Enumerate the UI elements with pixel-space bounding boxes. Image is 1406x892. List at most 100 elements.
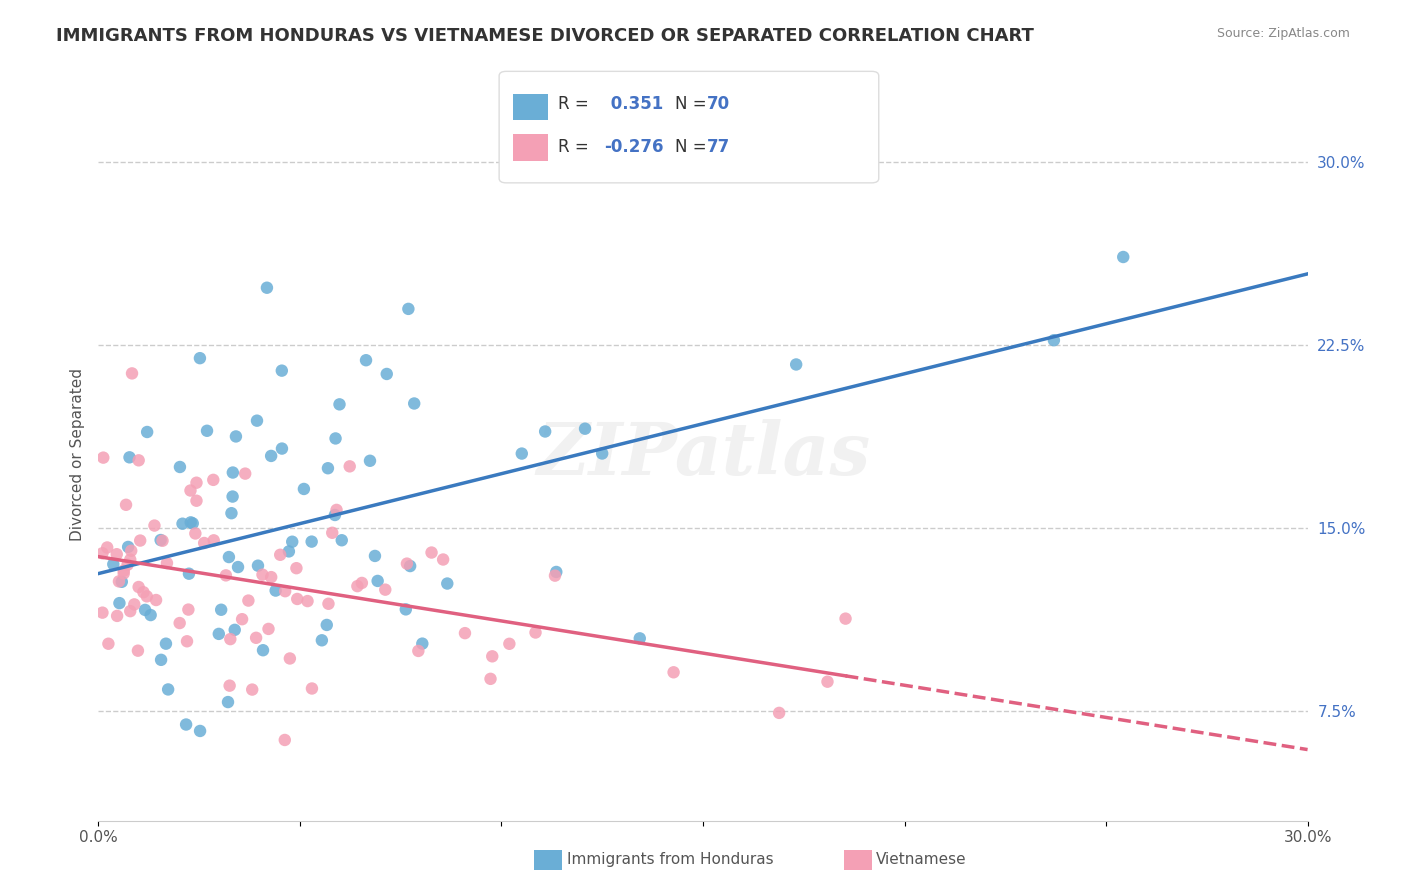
Point — [195, 424, 218, 438]
Point — [404, 396, 426, 410]
Text: 0.351: 0.351 — [605, 95, 662, 113]
Point — [591, 446, 613, 460]
Point — [257, 622, 280, 636]
Point — [156, 556, 179, 570]
Point — [325, 503, 347, 517]
Text: IMMIGRANTS FROM HONDURAS VS VIETNAMESE DIVORCED OR SEPARATED CORRELATION CHART: IMMIGRANTS FROM HONDURAS VS VIETNAMESE D… — [56, 27, 1035, 45]
Point — [274, 584, 297, 599]
Point — [139, 608, 162, 623]
Text: Vietnamese: Vietnamese — [876, 853, 966, 867]
Point — [364, 549, 387, 563]
Point — [155, 637, 177, 651]
Point — [193, 536, 215, 550]
Point — [111, 574, 134, 589]
Point — [134, 603, 156, 617]
Text: N =: N = — [675, 95, 711, 113]
Point — [132, 585, 155, 599]
Point — [574, 422, 596, 436]
Point — [188, 351, 211, 366]
Point — [285, 591, 308, 606]
Point — [321, 525, 343, 540]
Point — [1043, 333, 1066, 347]
Text: R =: R = — [558, 95, 589, 113]
Point — [264, 583, 287, 598]
Point — [112, 566, 135, 581]
Point — [96, 541, 118, 555]
Point — [270, 364, 292, 378]
Point — [135, 590, 157, 604]
Y-axis label: Divorced or Separated: Divorced or Separated — [69, 368, 84, 541]
Point — [271, 442, 294, 456]
Point — [285, 561, 308, 575]
Point — [252, 567, 274, 582]
Point — [169, 460, 191, 475]
Text: R =: R = — [558, 138, 589, 156]
Point — [177, 566, 200, 581]
Point — [628, 632, 651, 646]
Point — [454, 626, 477, 640]
Point — [323, 508, 346, 522]
Point — [188, 723, 211, 738]
Point — [481, 649, 503, 664]
Point — [202, 473, 225, 487]
Point — [186, 475, 208, 490]
Point — [311, 633, 333, 648]
Point — [260, 570, 283, 584]
Point — [479, 672, 502, 686]
Point — [498, 637, 520, 651]
Point — [240, 682, 263, 697]
Text: 70: 70 — [707, 95, 730, 113]
Point — [231, 612, 253, 626]
Point — [128, 580, 150, 594]
Point — [208, 627, 231, 641]
Point — [202, 533, 225, 548]
Point — [105, 547, 128, 561]
Point — [218, 549, 240, 564]
Point — [117, 540, 139, 554]
Point — [785, 358, 807, 372]
Point — [534, 425, 557, 439]
Point — [436, 576, 458, 591]
Point — [124, 598, 146, 612]
Point — [834, 612, 856, 626]
Point — [221, 490, 243, 504]
Point — [269, 548, 291, 562]
Point — [180, 516, 202, 530]
Point — [245, 631, 267, 645]
Point — [145, 593, 167, 607]
Point — [143, 518, 166, 533]
Point — [408, 644, 430, 658]
Point — [768, 706, 790, 720]
Point — [292, 482, 315, 496]
Text: N =: N = — [675, 138, 711, 156]
Point — [662, 665, 685, 680]
Point — [246, 414, 269, 428]
Point — [354, 353, 377, 368]
Point — [224, 623, 246, 637]
Point — [432, 552, 454, 566]
Point — [127, 643, 149, 657]
Point — [121, 367, 143, 381]
Point — [97, 637, 120, 651]
Point — [120, 604, 142, 618]
Point — [256, 281, 278, 295]
Point — [91, 606, 114, 620]
Text: Source: ZipAtlas.com: Source: ZipAtlas.com — [1216, 27, 1350, 40]
Point — [396, 301, 419, 316]
Point — [152, 533, 174, 548]
Point — [297, 594, 319, 608]
Point — [118, 450, 141, 465]
Point — [120, 543, 142, 558]
Point — [346, 579, 368, 593]
Point — [177, 602, 200, 616]
Point — [278, 651, 301, 665]
Point — [233, 467, 256, 481]
Point — [524, 625, 547, 640]
Point — [420, 545, 443, 559]
Point — [219, 632, 242, 647]
Point — [246, 558, 269, 573]
Point — [359, 454, 381, 468]
Point — [350, 576, 373, 591]
Point — [184, 526, 207, 541]
Point — [129, 533, 152, 548]
